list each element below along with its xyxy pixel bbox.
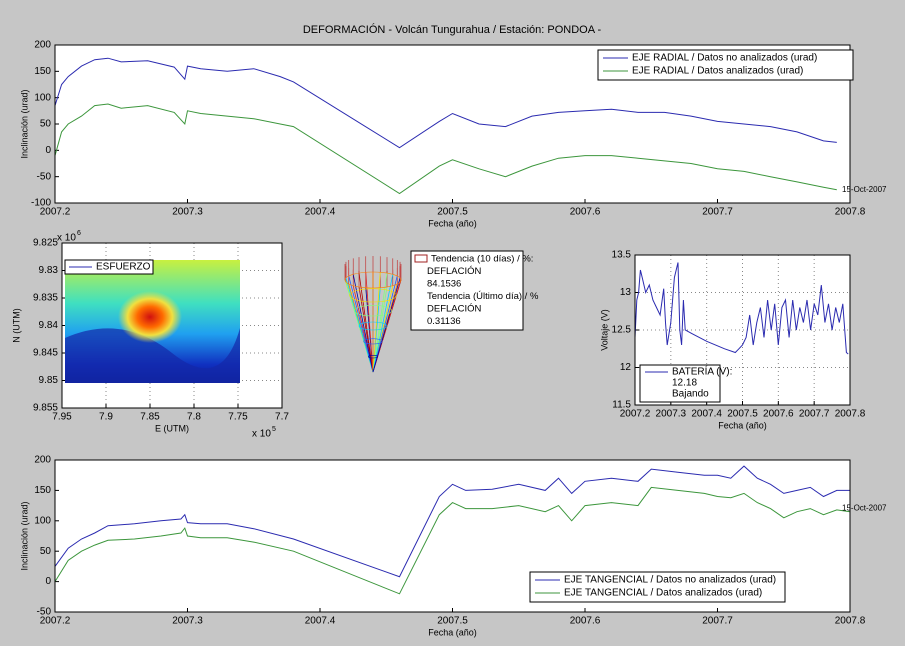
x-tick-label: 2007.7 — [702, 207, 733, 218]
x-tick-label: 7.75 — [228, 412, 248, 423]
x-multiplier-exp: 5 — [272, 426, 276, 433]
y-tick-label: 9.83 — [39, 265, 59, 276]
legend-line: Tendencia (10 días) / %: — [431, 254, 533, 265]
y-tick-label: 200 — [34, 455, 51, 466]
x-tick-label: 2007.5 — [437, 207, 468, 218]
y-multiplier-exp: 6 — [77, 230, 81, 237]
legend-label: EJE TANGENCIAL / Datos analizados (urad) — [564, 588, 762, 599]
x-tick-label: 2007.4 — [305, 616, 336, 627]
legend-line: 84.1536 — [427, 279, 461, 290]
page: {"title":"DEFORMACIÓN - Volcán Tungurahu… — [0, 0, 905, 646]
x-axis-label: E (UTM) — [155, 423, 189, 433]
x-tick-label: 2007.4 — [691, 409, 722, 420]
y-axis-label: Inclinación (urad) — [19, 89, 29, 158]
x-tick-label: 2007.5 — [437, 616, 468, 627]
y-axis-label: Voltaje (V) — [599, 309, 609, 351]
y-tick-label: 0 — [45, 145, 51, 156]
x-tick-label: 2007.6 — [763, 409, 794, 420]
x-multiplier: x 10 — [252, 429, 271, 440]
y-tick-label: -100 — [31, 198, 51, 209]
y-tick-label: 9.835 — [33, 293, 58, 304]
x-tick-label: 7.8 — [187, 412, 201, 423]
map-hotspot — [118, 291, 182, 343]
y-tick-label: 9.855 — [33, 403, 58, 414]
x-tick-label: 2007.5 — [727, 409, 758, 420]
y-tick-label: 50 — [40, 119, 52, 130]
x-tick-label: 2007.8 — [835, 207, 866, 218]
x-tick-label: 2007.8 — [835, 616, 866, 627]
y-tick-label: 9.85 — [39, 375, 59, 386]
y-tick-label: 100 — [34, 515, 51, 526]
y-tick-label: 50 — [40, 546, 52, 557]
y-tick-label: 200 — [34, 40, 51, 51]
y-tick-label: 11.5 — [612, 400, 631, 411]
legend-label: EJE RADIAL / Datos no analizados (urad) — [632, 53, 817, 64]
y-tick-label: 13 — [620, 287, 632, 298]
x-tick-label: 2007.7 — [799, 409, 830, 420]
x-tick-label: 7.9 — [99, 412, 113, 423]
legend-line: DEFLACIÓN — [427, 266, 482, 277]
y-tick-label: 9.84 — [39, 320, 59, 331]
x-axis-label: Fecha (año) — [428, 627, 477, 637]
x-tick-label: 2007.6 — [570, 616, 601, 627]
y-tick-label: 9.825 — [33, 238, 58, 249]
annotation: 15-Oct-2007 — [842, 185, 887, 194]
y-tick-label: 9.845 — [33, 348, 58, 359]
legend-line: Tendencia (Último día) / % — [427, 291, 539, 302]
figure: DEFORMACIÓN - Volcán Tungurahua / Estaci… — [0, 0, 905, 646]
x-tick-label: 2007.3 — [656, 409, 687, 420]
legend-label: EJE TANGENCIAL / Datos no analizados (ur… — [564, 575, 776, 586]
y-tick-label: 13.5 — [612, 250, 632, 261]
legend-label: ESFUERZO — [96, 262, 151, 273]
y-tick-label: 100 — [34, 92, 51, 103]
legend-line: DEFLACIÓN — [427, 304, 482, 315]
legend-line: 0.31136 — [427, 316, 461, 327]
x-tick-label: 7.85 — [140, 412, 160, 423]
y-tick-label: 12 — [620, 362, 632, 373]
y-tick-label: -50 — [37, 607, 52, 618]
x-axis-label: Fecha (año) — [428, 218, 477, 228]
x-tick-label: 7.7 — [275, 412, 289, 423]
legend-label: BATERÍA (V): — [672, 365, 732, 378]
x-axis-label: Fecha (año) — [718, 420, 767, 430]
y-tick-label: -50 — [37, 171, 52, 182]
y-axis-label: Inclinación (urad) — [19, 501, 29, 570]
legend-label: EJE RADIAL / Datos analizados (urad) — [632, 66, 803, 77]
x-tick-label: 2007.3 — [172, 616, 203, 627]
legend-status: Bajando — [672, 389, 709, 400]
x-tick-label: 2007.8 — [835, 409, 866, 420]
x-tick-label: 2007.4 — [305, 207, 336, 218]
figure-title: DEFORMACIÓN - Volcán Tungurahua / Estaci… — [303, 23, 602, 36]
y-multiplier: x 10 — [57, 233, 76, 244]
annotation: 15-Oct-2007 — [842, 504, 887, 513]
y-axis-label: N (UTM) — [11, 308, 21, 343]
legend-value: 12.18 — [672, 378, 697, 389]
y-tick-label: 150 — [34, 66, 51, 77]
x-tick-label: 2007.6 — [570, 207, 601, 218]
x-tick-label: 2007.7 — [702, 616, 733, 627]
x-tick-label: 2007.3 — [172, 207, 203, 218]
y-tick-label: 12.5 — [612, 325, 632, 336]
y-tick-label: 150 — [34, 485, 51, 496]
y-tick-label: 0 — [45, 576, 51, 587]
